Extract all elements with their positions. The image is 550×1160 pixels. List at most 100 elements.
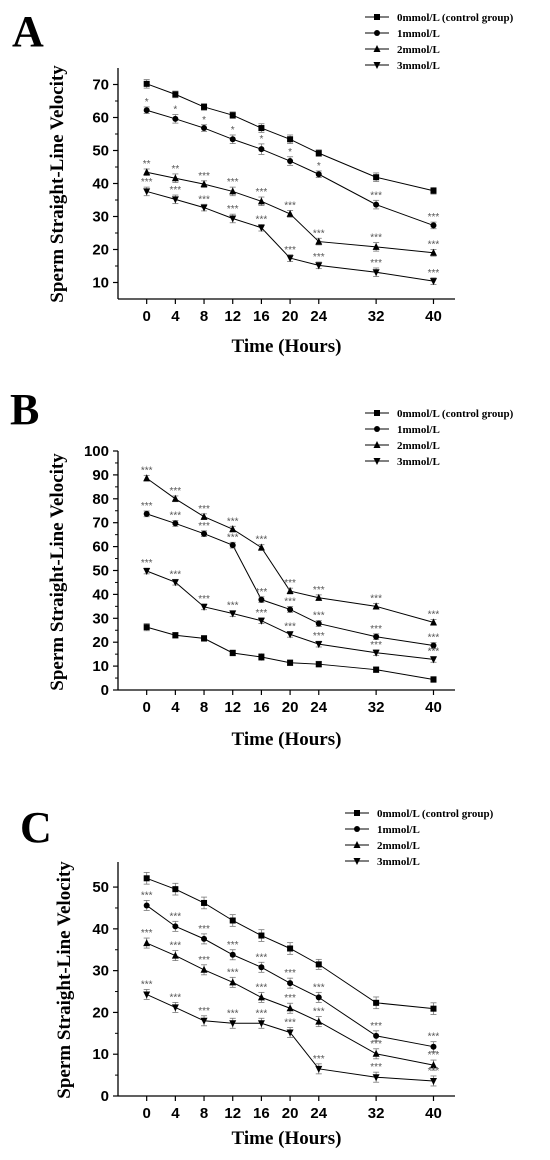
data-point (200, 1017, 208, 1025)
x-tick-label: 16 (253, 308, 270, 325)
data-point (429, 278, 437, 286)
y-tick-label: 40 (92, 586, 109, 603)
x-tick-label: 40 (425, 699, 442, 716)
x-tick-label: 0 (143, 699, 151, 716)
data-point (229, 978, 237, 986)
significance-label: *** (428, 268, 440, 279)
series-circle: ************* (143, 97, 439, 230)
significance-label: *** (170, 941, 182, 952)
chart-panel-b: B 0 10 20 30 40 50 60 70 80 90 100 0 4 8 12 16 20 24 32 40 Ti… (10, 385, 514, 750)
significance-label: *** (428, 609, 440, 620)
significance-label: *** (284, 578, 296, 589)
y-tick-label: 50 (92, 879, 109, 896)
legend-marker (354, 810, 360, 816)
legend-label: 2mmol/L (397, 440, 440, 452)
data-point (315, 1065, 323, 1073)
series-triangle-up: *** *** *** *** *** *** *** *** *** (141, 465, 440, 626)
significance-label: *** (313, 631, 325, 642)
x-tick-label: 4 (171, 1105, 180, 1122)
data-point (143, 510, 150, 517)
data-point (143, 168, 151, 176)
panel-letter: A (12, 7, 44, 56)
data-point (287, 659, 294, 666)
y-axis-title: Sperm Straight-Line Velocity (54, 861, 75, 1099)
data-point (429, 248, 437, 256)
significance-label: *** (198, 194, 210, 205)
data-point (171, 174, 179, 182)
data-point (430, 642, 437, 649)
data-point (229, 542, 236, 549)
significance-label: * (317, 161, 321, 172)
y-tick-label: 60 (92, 539, 109, 556)
x-tick-label: 16 (253, 699, 270, 716)
y-tick-label: 100 (84, 443, 109, 460)
y-axis-title: Sperm Straight-Line Velocity (47, 65, 68, 303)
x-tick-label: 0 (143, 308, 151, 325)
data-point (171, 951, 179, 959)
data-point (372, 1074, 380, 1082)
significance-label: *** (170, 185, 182, 196)
data-point (372, 602, 380, 610)
data-point (201, 935, 208, 942)
significance-label: *** (198, 955, 210, 966)
significance-label: * (288, 147, 292, 158)
significance-label: *** (227, 1008, 239, 1019)
y-tick-label: 20 (92, 1004, 109, 1021)
data-point (200, 965, 208, 973)
data-point (286, 255, 294, 263)
significance-label: *** (313, 1007, 325, 1018)
series-circle: *** *** *** *** *** *** *** *** *** (141, 501, 439, 649)
legend-marker (374, 426, 380, 432)
legend-marker (373, 45, 381, 52)
significance-label: *** (256, 608, 268, 619)
legend-marker (374, 410, 380, 416)
data-point (315, 620, 322, 627)
x-tick-label: 20 (282, 1105, 299, 1122)
data-point (229, 136, 236, 143)
significance-label: *** (313, 228, 325, 239)
data-point (201, 899, 208, 906)
x-tick-label: 32 (368, 308, 385, 325)
significance-label: *** (256, 982, 268, 993)
significance-label: *** (198, 504, 210, 515)
significance-label: *** (141, 501, 153, 512)
y-tick-label: 80 (92, 491, 109, 508)
y-tick-label: 20 (92, 242, 109, 259)
chart-panel-c: C 0 10 20 30 40 50 0 4 8 12 16 20 24 32 40 Time (Hours) S… (20, 803, 494, 1149)
significance-label: *** (284, 968, 296, 979)
y-tick-label: 70 (92, 77, 109, 94)
data-point (315, 1017, 323, 1025)
data-point (229, 951, 236, 958)
legend-marker (374, 30, 380, 36)
data-point (287, 945, 294, 952)
data-point (229, 917, 236, 924)
y-tick-label: 40 (92, 176, 109, 193)
data-point (257, 993, 265, 1001)
y-tick-label: 10 (92, 275, 109, 292)
x-tick-label: 32 (368, 699, 385, 716)
x-tick-label: 8 (200, 1105, 208, 1122)
legend: 0mmol/L (control group) 1mmol/L 2mmol/L 3mm… (345, 808, 494, 868)
data-point (143, 567, 151, 575)
x-tick-label: 0 (143, 1105, 151, 1122)
panel-letter: B (10, 385, 39, 434)
data-point (172, 923, 179, 930)
significance-label: *** (227, 601, 239, 612)
x-tick-label: 20 (282, 308, 299, 325)
y-tick-label: 50 (92, 563, 109, 580)
data-point (229, 649, 236, 656)
legend-marker (373, 62, 381, 69)
x-tick-label: 24 (310, 308, 327, 325)
data-point (201, 103, 208, 110)
y-tick-label: 0 (101, 682, 109, 699)
data-point (171, 494, 179, 502)
x-tick-label: 8 (200, 699, 208, 716)
significance-label: *** (198, 521, 210, 532)
significance-label: * (202, 115, 206, 126)
significance-label: *** (227, 967, 239, 978)
x-tick-label: 20 (282, 699, 299, 716)
significance-label: *** (227, 204, 239, 215)
significance-label: *** (428, 1050, 440, 1061)
significance-label: *** (170, 486, 182, 497)
